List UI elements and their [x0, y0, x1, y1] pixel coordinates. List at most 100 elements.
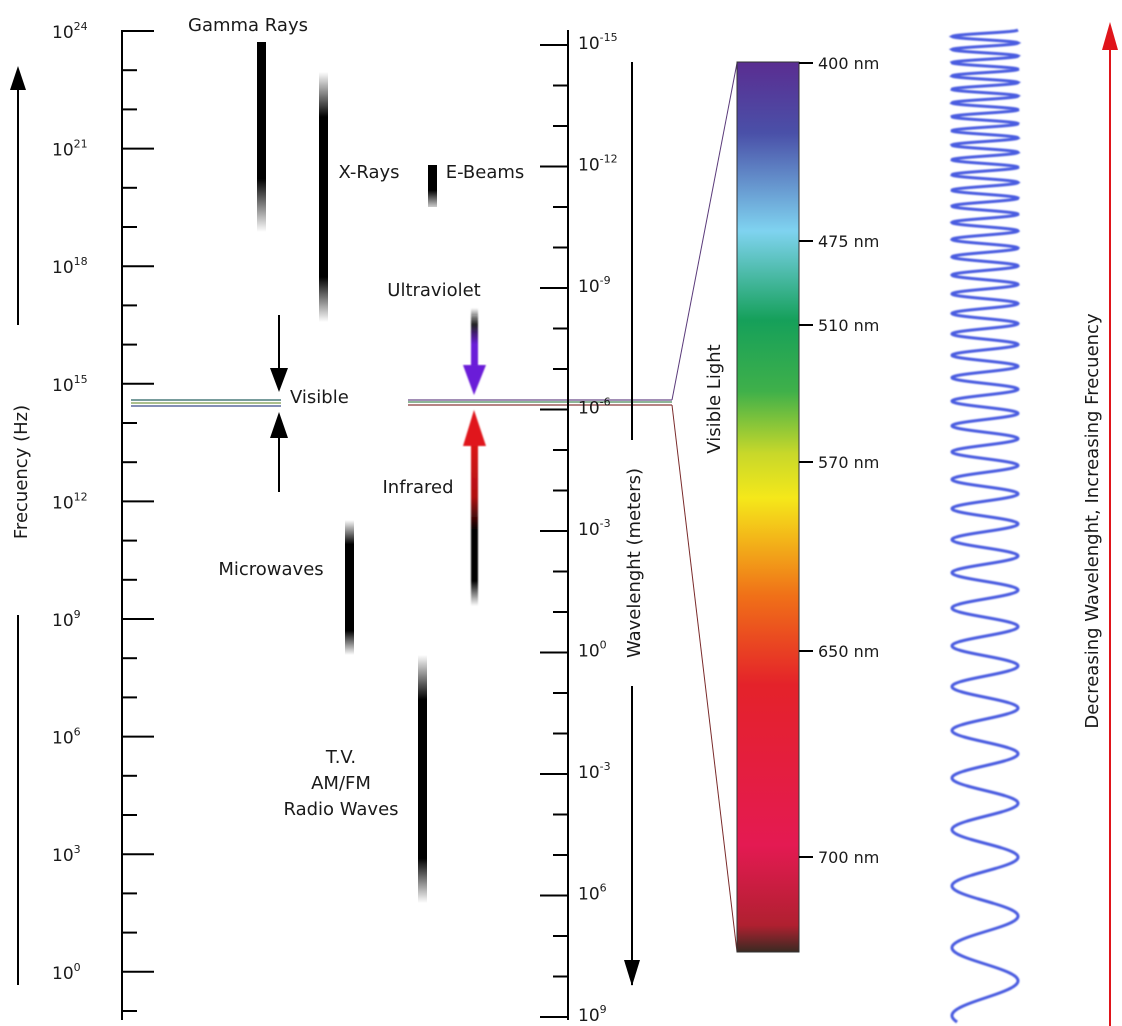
uv-arrow [463, 308, 486, 395]
visible-band-lines [408, 62, 738, 953]
wavelength-tick-label-base: 10 [578, 34, 600, 54]
wavelength-tick-label-base: 10 [578, 885, 600, 905]
wavelength-tick-label: 106 [578, 882, 607, 905]
visible-indicator [131, 315, 288, 492]
frequency-tick-label: 1021 [52, 138, 88, 161]
frequency-tick-label-exponent: 0 [74, 961, 81, 974]
wavelength-tick-label-exponent: -12 [600, 153, 618, 166]
microwave-bar [345, 520, 354, 655]
frequency-tick-label: 106 [52, 726, 81, 749]
gamma-label: Gamma Rays [188, 15, 308, 36]
wavelength-tick-label-base: 10 [578, 763, 600, 783]
frequency-tick-label: 1012 [52, 490, 88, 513]
frequency-tick-label-base: 10 [52, 258, 74, 278]
spectrum-nm-label: 400 nm [818, 54, 879, 73]
direction-title: Decreasing Wavelenght, Increasing Frecue… [1082, 313, 1103, 729]
frequency-axis-title: Frecuency (Hz) [11, 405, 32, 539]
uv-arrow-icon [463, 365, 486, 395]
microwave-label: Microwaves [218, 559, 323, 580]
frequency-axis-ticks [122, 30, 154, 1012]
frequency-tick-label-base: 10 [52, 846, 74, 866]
ir-label: Infrared [383, 477, 454, 498]
wavelength-tick-label-exponent: -3 [600, 760, 611, 773]
spectrum-nm-label: 510 nm [818, 316, 879, 335]
frequency-tick-label-exponent: 18 [74, 255, 88, 268]
band-labels: Gamma Rays X-Rays E-Beams Ultraviolet Vi… [188, 15, 524, 820]
frequency-tick-label-base: 10 [52, 729, 74, 749]
frequency-tick-label-exponent: 6 [74, 726, 81, 739]
radio-label-tv: T.V. [325, 747, 356, 768]
wavelength-tick-label-base: 10 [578, 399, 600, 419]
wavelength-tick-label-base: 10 [578, 1006, 600, 1026]
radio-label-amfm: AM/FM [311, 773, 371, 794]
wavelength-tick-label-exponent: -3 [600, 517, 611, 530]
ir-arrow [463, 410, 486, 606]
visible-up-arrow-icon [270, 412, 288, 438]
wavelength-tick-label: 100 [578, 639, 607, 662]
visible-spectrum: 400 nm 475 nm 510 nm 570 nm 650 nm 700 nm Vis… [704, 54, 879, 953]
frequency-tick-label-base: 10 [52, 376, 74, 396]
frequency-tick-label-base: 10 [52, 23, 74, 43]
frequency-tick-label-exponent: 15 [74, 373, 88, 386]
wavelength-tick-label-base: 10 [578, 642, 600, 662]
frequency-tick-label-exponent: 9 [74, 608, 81, 621]
spectrum-bar [736, 61, 800, 953]
wavelength-tick-label: 10-3 [578, 760, 611, 783]
wavelength-tick-label: 10-12 [578, 153, 618, 176]
wave-graphic [948, 28, 1022, 1024]
ir-arrow-icon [463, 410, 486, 446]
spectrum-nm-label: 570 nm [818, 453, 879, 472]
frequency-tick-label: 100 [52, 961, 81, 984]
wavelength-tick-label: 10-15 [578, 31, 618, 54]
wave-line [948, 28, 1022, 1024]
frequency-tick-label-base: 10 [52, 964, 74, 984]
red-up-arrow-icon [1102, 22, 1118, 50]
frequency-tick-label-exponent: 21 [74, 138, 88, 151]
spectrum-nm-label: 475 nm [818, 232, 879, 251]
xray-label: X-Rays [338, 162, 399, 183]
wavelength-tick-label-exponent: 6 [600, 882, 607, 895]
radio-bar [418, 655, 427, 903]
frequency-tick-label-exponent: 12 [74, 490, 88, 503]
wavelength-tick-label: 109 [578, 1003, 607, 1026]
spectrum-ticks [799, 62, 813, 858]
frequency-tick-label-base: 10 [52, 493, 74, 513]
wavelength-tick-label-base: 10 [578, 520, 600, 540]
uv-label: Ultraviolet [387, 280, 480, 301]
wavelength-axis-ticks [540, 44, 568, 1018]
wavelength-tick-label-exponent: -6 [600, 396, 611, 409]
visible-label: Visible [290, 387, 349, 408]
frequency-tick-label: 103 [52, 843, 81, 866]
wavelength-axis-title: Wavelenght (meters) [624, 468, 645, 658]
band-bars [257, 42, 437, 903]
ebeam-bar [428, 165, 437, 207]
spectrum-nm-label: 650 nm [818, 642, 879, 661]
wavelength-tick-label-base: 10 [578, 156, 600, 176]
frequency-tick-label: 109 [52, 608, 81, 631]
frequency-tick-label-exponent: 24 [74, 20, 88, 33]
frequency-tick-label-exponent: 3 [74, 843, 81, 856]
wavelength-tick-label: 10-6 [578, 396, 611, 419]
wavelength-tick-label-base: 10 [578, 277, 600, 297]
frequency-tick-label-base: 10 [52, 141, 74, 161]
spectrum-labels: 400 nm 475 nm 510 nm 570 nm 650 nm 700 nm [818, 54, 879, 867]
direction-arrow: Decreasing Wavelenght, Increasing Frecue… [1082, 22, 1118, 1026]
ebeam-label: E-Beams [446, 162, 525, 183]
wavelength-tick-label-exponent: -9 [600, 274, 611, 287]
frequency-tick-label-base: 10 [52, 611, 74, 631]
frequency-tick-label: 1015 [52, 373, 88, 396]
wavelength-tick-label-exponent: 9 [600, 1003, 607, 1016]
gamma-bar [257, 42, 266, 232]
xray-bar [319, 72, 328, 322]
radio-label-radio-waves: Radio Waves [283, 799, 398, 820]
frequency-tick-label: 1018 [52, 255, 88, 278]
frequency-tick-label: 1024 [52, 20, 88, 43]
wavelength-tick-label: 10-9 [578, 274, 611, 297]
wavelength-tick-label: 10-3 [578, 517, 611, 540]
spectrum-nm-label: 700 nm [818, 848, 879, 867]
spectrum-title: Visible Light [704, 344, 725, 453]
